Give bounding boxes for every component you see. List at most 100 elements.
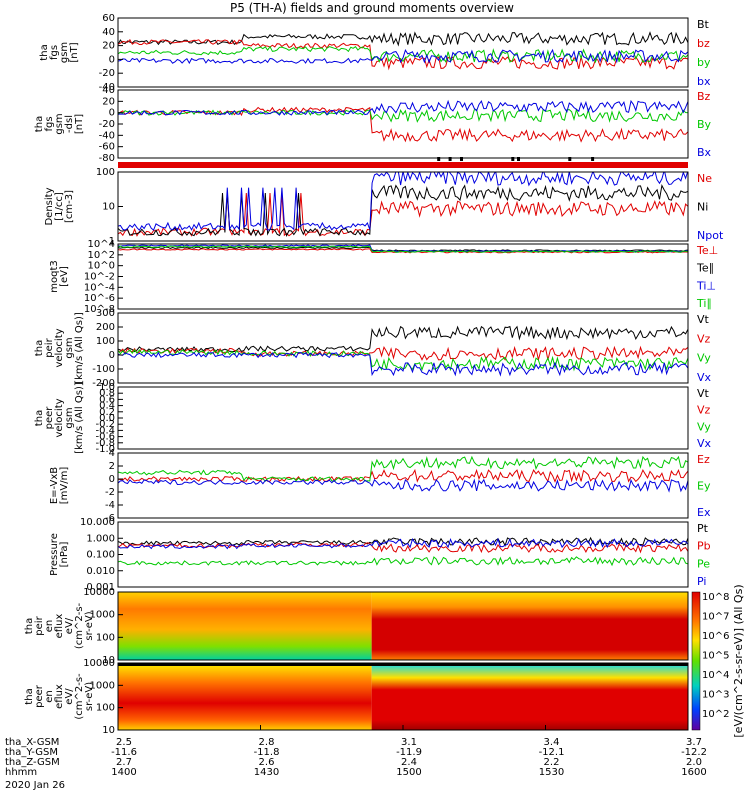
series-line-Pt (118, 536, 688, 547)
y-tick-label: -0.6 (95, 432, 115, 443)
flag-red (118, 162, 688, 168)
x-tick-label: -11.9 (396, 747, 422, 758)
panel-frame (117, 312, 689, 384)
x-tick-label: 2.7 (116, 757, 132, 768)
y-tick-label: 0.6 (99, 394, 115, 405)
y-tick-label: 0.100 (86, 550, 115, 561)
y-tick-label: -200 (92, 378, 115, 389)
x-tick-label: 2.6 (259, 757, 275, 768)
y-axis-label: thapeerenefluxeV/(cm^2-s-sr-eV) (24, 673, 95, 720)
panel-pressure: 10.000 1.000 0.100 0.010 0.001 Pressure[nPa] P… (49, 517, 711, 593)
panel-frame (117, 17, 689, 88)
legend-Pb: Pb (697, 540, 711, 553)
y-tick-label: 0 (109, 54, 115, 65)
panel-frame (117, 521, 689, 588)
panel-frame (117, 591, 689, 661)
y-tick-label: -0.8 (95, 438, 115, 449)
legend-Ez: Ez (697, 453, 710, 466)
y-tick-label: 10000 (83, 658, 115, 669)
legend-bz: bz (697, 37, 710, 50)
y-tick-label: 10^-2 (84, 272, 115, 283)
x-row-label: tha_Y-GSM (5, 747, 58, 758)
flag-marker (460, 157, 463, 161)
x-tick-label: 1400 (111, 767, 136, 778)
flag-marker (437, 157, 441, 161)
flag-marker (448, 157, 452, 161)
x-tick-label: 1530 (539, 767, 564, 778)
x-tick-label: 2.4 (401, 757, 417, 768)
series-line-Ni (118, 183, 688, 237)
y-tick-label: 10^-8 (84, 304, 115, 315)
legend-Ne: Ne (697, 172, 712, 185)
x-row-label: tha_Z-GSM (5, 757, 60, 768)
legend-bx: bx (697, 75, 711, 88)
legend-Te⊥: Te⊥ (696, 244, 718, 257)
series-line-bz (118, 38, 688, 71)
x-tick-label: -12.2 (681, 747, 707, 758)
panel-peer-en-eflux: 10000 1000 100 10 thapeerenefluxeV/(cm^2-s-s… (24, 658, 689, 736)
legend-Te∥: Te∥ (696, 262, 714, 275)
panel-frame (117, 386, 689, 450)
y-tick-label: 10 (102, 202, 115, 213)
y-tick-label: -1.0 (95, 444, 115, 455)
legend-Ex: Ex (697, 506, 711, 519)
x-tick-label: 1500 (396, 767, 421, 778)
flag-marker (591, 157, 595, 161)
y-tick-label: 100 (96, 167, 115, 178)
y-tick-label: 0 (109, 474, 115, 485)
colorbar-tick: 10^7 (702, 612, 729, 623)
y-tick-label: 0.010 (86, 566, 115, 577)
y-tick-label: -4 (105, 500, 115, 511)
y-axis-label: Pressure[nPa] (49, 533, 70, 576)
spectrogram-early (118, 663, 372, 730)
colorbar-tick: 10^6 (702, 631, 729, 642)
legend-Vt: Vt (697, 313, 710, 326)
x-tick-label: 2.8 (259, 737, 275, 748)
x-axis-date: 2020 Jan 26 (5, 780, 65, 791)
y-tick-label: 100 (96, 703, 115, 714)
y-tick-label: 1 (109, 236, 115, 247)
y-tick-label: 10^-4 (84, 282, 115, 293)
y-tick-label: -60 (99, 142, 115, 153)
chart-title: P5 (TH-A) fields and ground moments over… (230, 1, 514, 15)
x-tick-label: -12.1 (539, 747, 565, 758)
series-line-Bx (118, 99, 688, 116)
x-tick-label: 2.5 (116, 737, 132, 748)
legend-Ey: Ey (697, 480, 711, 493)
y-axis-label: thafgsgsm-dsl[nT] (34, 113, 85, 134)
colorbar: 10^8 10^7 10^6 10^5 10^4 10^3 10^2 [eV/(cm^2-s-… (691, 584, 745, 738)
y-tick-label: 1000 (90, 610, 115, 621)
x-tick-label: 3.7 (686, 737, 702, 748)
y-tick-label: 40 (102, 27, 115, 38)
y-axis-label: moqt3[eV] (49, 260, 70, 293)
y-tick-label: 1000 (90, 680, 115, 691)
y-tick-label: 40 (102, 85, 115, 96)
x-tick-label: 1430 (254, 767, 279, 778)
y-tick-label: 0.2 (99, 407, 115, 418)
y-tick-label: 100 (96, 336, 115, 347)
y-tick-label: -2 (105, 487, 115, 498)
x-tick-label: 3.1 (401, 737, 417, 748)
panel-frame (117, 243, 689, 310)
panel-temperature: 10^410^210^010^-210^-410^-610^-8 moqt3[eV… (49, 239, 718, 315)
y-tick-label: 0.4 (99, 401, 115, 412)
y-tick-label: 0 (109, 108, 115, 119)
flag-marker (568, 157, 572, 161)
legend-Npot: Npot (697, 229, 724, 242)
legend-by: by (697, 56, 711, 69)
x-tick-label: 2.2 (544, 757, 560, 768)
y-tick-label: 200 (96, 322, 115, 333)
legend-Pt: Pt (697, 522, 709, 535)
series-line-Vx (118, 351, 688, 377)
y-tick-label: -40 (99, 82, 115, 93)
y-tick-label: 0.8 (99, 388, 115, 399)
y-tick-label: -0.2 (95, 419, 115, 430)
y-axis-label: E=-VxB[mV/m] (49, 467, 70, 505)
series-line-Ti∥ (118, 245, 688, 253)
y-tick-label: 10^4 (88, 239, 115, 250)
panel-density: 100 10 1 Density[1/cc][cm-3] Ne Ni Npot (44, 167, 724, 247)
x-tick-label: 2.0 (686, 757, 702, 768)
legend-By: By (697, 118, 712, 131)
